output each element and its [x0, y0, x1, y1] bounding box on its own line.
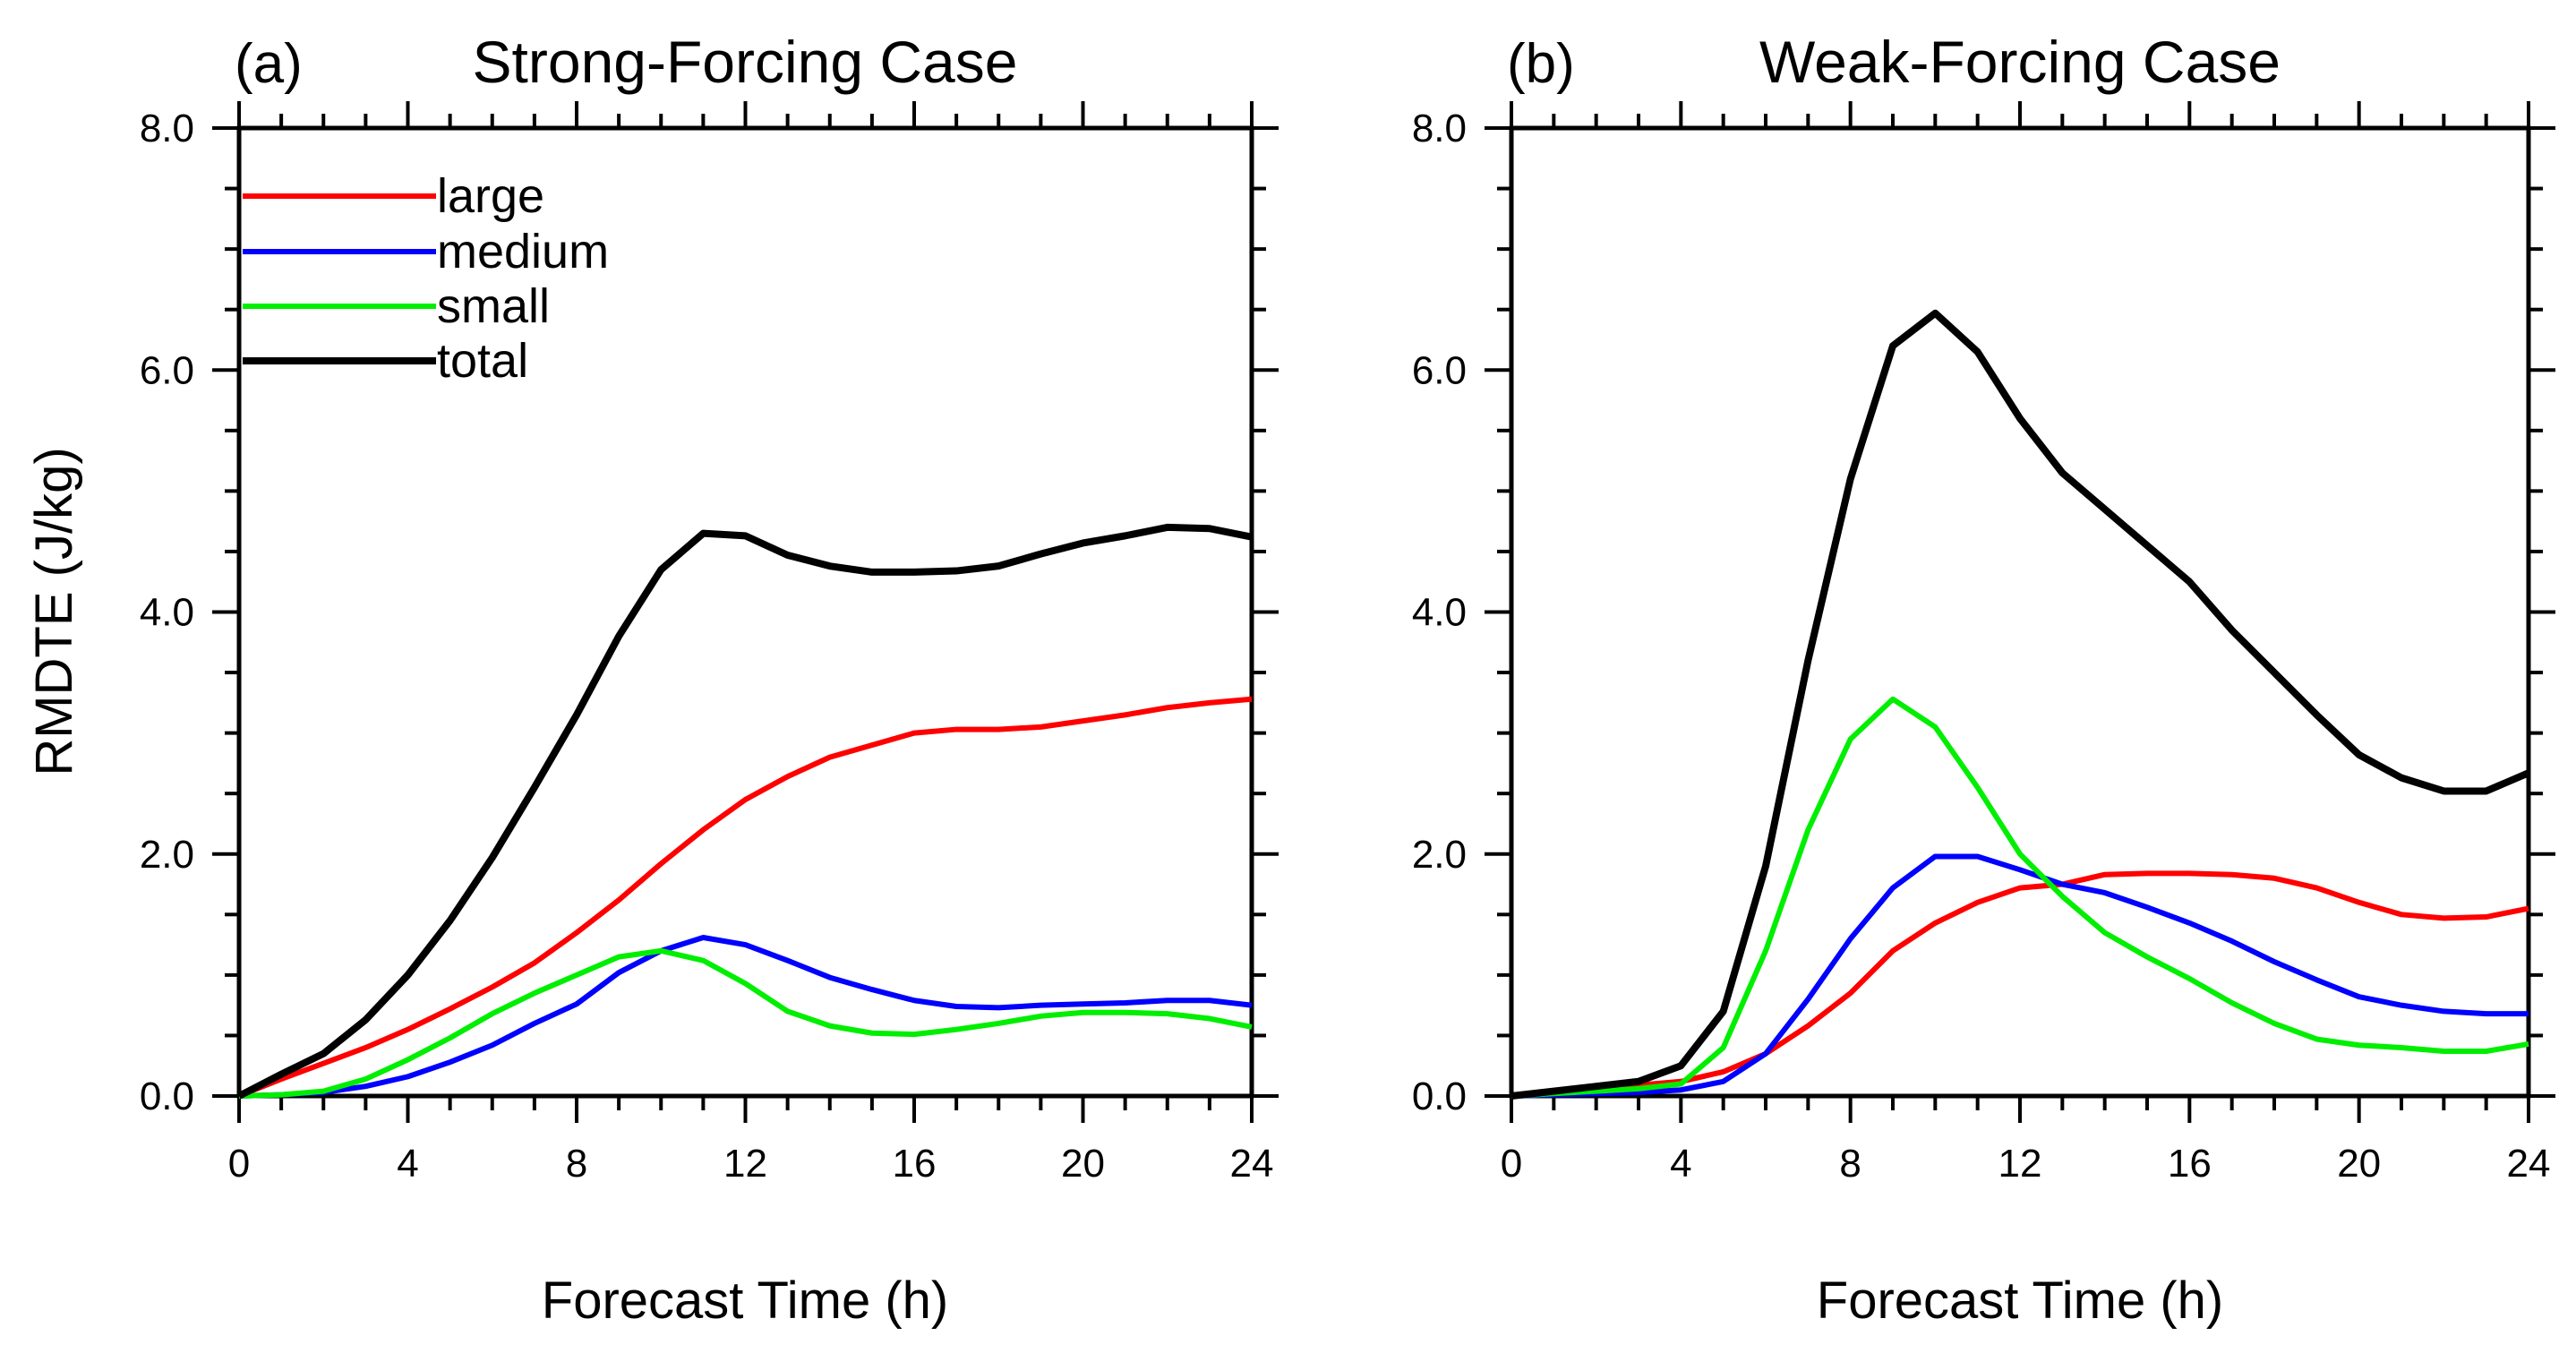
- panel-weak-forcing: (b) Weak-Forcing Case Forecast Time (h) …: [1412, 29, 2555, 1330]
- series-line-small: [239, 951, 1252, 1096]
- x-tick-label: 24: [2507, 1142, 2551, 1186]
- chart-title: Strong-Forcing Case: [473, 29, 1018, 95]
- y-tick-label: 4.0: [1412, 591, 1467, 635]
- legend-label: medium: [437, 225, 609, 278]
- series-line-large: [239, 699, 1252, 1096]
- series-line-medium: [1511, 856, 2529, 1096]
- y-tick-label: 2.0: [1412, 833, 1467, 877]
- axes: 0 4 8 12 16 20 24 0.0 2.0 4.0 6.0 8.0: [1412, 101, 2555, 1186]
- y-tick-label: 0.0: [140, 1075, 194, 1118]
- legend-item: large: [243, 169, 544, 223]
- legend-label: small: [437, 279, 550, 333]
- x-tick-label: 12: [1998, 1142, 2042, 1186]
- x-tick-label: 20: [1061, 1142, 1105, 1186]
- legend-label: total: [437, 334, 528, 388]
- series-line-total: [1511, 313, 2529, 1096]
- y-tick-label: 4.0: [140, 591, 194, 635]
- x-axis-label: Forecast Time (h): [542, 1272, 948, 1330]
- panel-strong-forcing: (a) Strong-Forcing Case Forecast Time (h…: [25, 29, 1279, 1330]
- series-line-large: [1511, 873, 2529, 1096]
- x-tick-label: 0: [1501, 1142, 1522, 1186]
- series-line-small: [1511, 699, 2529, 1096]
- x-tick-label: 0: [228, 1142, 250, 1186]
- legend-item: small: [243, 279, 550, 333]
- x-tick-label: 4: [397, 1142, 418, 1186]
- legend-item: medium: [243, 225, 609, 278]
- x-tick-label: 16: [893, 1142, 937, 1186]
- panel-label: (a): [235, 33, 303, 95]
- x-tick-label: 8: [1839, 1142, 1861, 1186]
- y-axis-label: RMDTE (J/kg): [25, 447, 83, 775]
- y-tick-label: 0.0: [1412, 1075, 1467, 1118]
- legend-label: large: [437, 169, 544, 223]
- chart-title: Weak-Forcing Case: [1759, 29, 2281, 95]
- x-tick-label: 4: [1670, 1142, 1691, 1186]
- plot-frame: [239, 128, 1252, 1096]
- legend-item: total: [243, 334, 528, 388]
- y-tick-label: 6.0: [1412, 348, 1467, 392]
- panel-label: (b): [1507, 33, 1575, 95]
- series-line-medium: [239, 938, 1252, 1096]
- y-tick-label: 8.0: [140, 107, 194, 150]
- y-tick-label: 8.0: [1412, 107, 1467, 150]
- y-tick-label: 6.0: [140, 348, 194, 392]
- x-axis-label: Forecast Time (h): [1817, 1272, 2223, 1330]
- axes: 0 4 8 12 16 20 24 0.0 2.0 4.0 6.0 8.0: [140, 101, 1279, 1186]
- x-tick-label: 8: [566, 1142, 587, 1186]
- x-tick-label: 24: [1230, 1142, 1274, 1186]
- x-tick-label: 20: [2337, 1142, 2381, 1186]
- x-tick-label: 12: [723, 1142, 767, 1186]
- plot-frame: [1511, 128, 2529, 1096]
- y-tick-label: 2.0: [140, 833, 194, 877]
- x-tick-label: 16: [2168, 1142, 2212, 1186]
